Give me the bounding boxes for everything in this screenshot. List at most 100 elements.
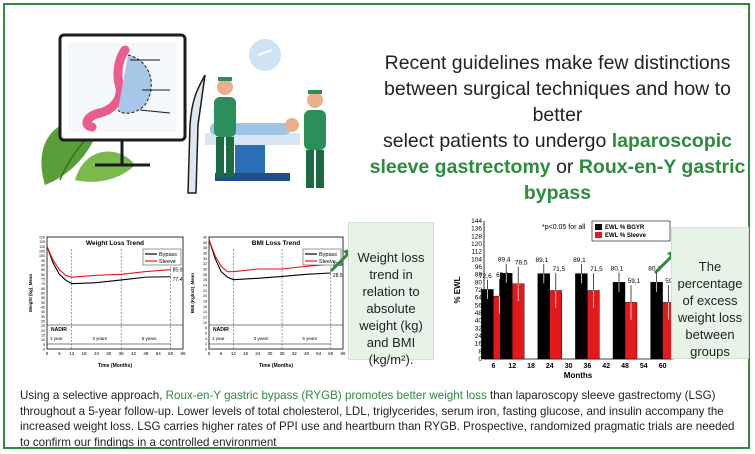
y-tick-label: 70 bbox=[41, 282, 45, 286]
headline-sleeve: laparoscopic sleeve gastrectomy bbox=[369, 130, 733, 178]
x-tick-label: 42 bbox=[131, 351, 137, 356]
bar-value-label: 89,1 bbox=[573, 257, 586, 264]
y-tick-label: 20 bbox=[41, 329, 45, 333]
y-tick-label: 12 bbox=[203, 316, 207, 320]
y-tick-label: 14 bbox=[203, 310, 207, 314]
x-tick-label: 60 bbox=[659, 363, 667, 370]
y-tick-label: 40 bbox=[475, 318, 483, 325]
y-tick-label: 144 bbox=[471, 218, 482, 225]
surgery-illustration bbox=[41, 33, 326, 194]
y-tick-label: 85 bbox=[41, 268, 45, 272]
series-line-bypass bbox=[208, 239, 331, 281]
x-tick-label: 48 bbox=[621, 363, 629, 370]
bar-value-label: 59,1 bbox=[665, 278, 674, 285]
y-tick-label: 15 bbox=[41, 334, 45, 338]
period-label: 5 years bbox=[142, 336, 158, 341]
bar-value-label: 89,1 bbox=[535, 257, 548, 264]
y-tick-label: 112 bbox=[472, 249, 483, 256]
x-tick-label: 48 bbox=[304, 351, 310, 356]
x-tick-label: 24 bbox=[255, 351, 261, 356]
y-tick-label: 35 bbox=[41, 315, 45, 319]
y-tick-label: 25 bbox=[41, 324, 45, 328]
bar-bgyr bbox=[500, 273, 513, 360]
period-label: 3 years bbox=[254, 336, 270, 341]
surgeon-icon bbox=[214, 77, 236, 177]
x-tick-label: 60 bbox=[168, 351, 174, 356]
y-tick-label: 20 bbox=[203, 294, 207, 298]
y-tick-label: 5 bbox=[43, 343, 45, 347]
y-tick-label: 24 bbox=[475, 333, 483, 340]
significance-note: *p<0.05 for all bbox=[542, 224, 586, 231]
series-line-sleeve bbox=[46, 246, 171, 278]
bar-value-label: 71,5 bbox=[552, 266, 565, 273]
y-tick-label: 42 bbox=[203, 236, 207, 240]
end-label-bypass: 77.4 bbox=[173, 277, 183, 283]
scalpel-icon bbox=[187, 74, 206, 194]
y-tick-label: 34 bbox=[203, 257, 207, 261]
y-tick-label: 2 bbox=[205, 342, 207, 346]
y-tick-label: 4 bbox=[205, 337, 207, 341]
bmi-loss-chart: BMI Loss Trend 0 2 4 6 8 10 12 14 16 18 20 22 24 26 28 3… bbox=[189, 219, 349, 373]
summary-highlight: Roux-en-Y gastric bypass (RYGB) promotes… bbox=[165, 389, 487, 402]
y-tick-label: 6 bbox=[205, 332, 207, 336]
headline-line-3: select patients to undergo bbox=[382, 130, 612, 152]
x-tick-label: 66 bbox=[340, 351, 346, 356]
y-tick-label: 105 bbox=[39, 250, 45, 254]
x-tick-label: 42 bbox=[602, 363, 610, 370]
x-tick-label: 66 bbox=[180, 351, 186, 356]
chart-title: Weight Loss Trend bbox=[86, 240, 144, 247]
period-label: 5 years bbox=[302, 336, 318, 341]
headline-line-2: between surgical techniques and how to b… bbox=[384, 78, 731, 126]
y-tick-label: 120 bbox=[471, 241, 482, 248]
headline-line-1: Recent guidelines make few distinctions bbox=[384, 52, 731, 74]
x-tick-label: 12 bbox=[69, 351, 75, 356]
y-tick-label: 10 bbox=[203, 321, 207, 325]
y-tick-label: 64 bbox=[475, 295, 483, 302]
bar-bgyr bbox=[612, 282, 626, 360]
headline-or: or bbox=[550, 156, 579, 178]
bar-value-label: 71,5 bbox=[590, 266, 603, 273]
bar-value-label: 59,1 bbox=[628, 278, 641, 285]
y-tick-label: 48 bbox=[475, 310, 483, 317]
legend-box bbox=[591, 220, 671, 242]
x-axis-label: Time (Months) bbox=[259, 363, 293, 369]
bar-value-label: 72,6 bbox=[479, 273, 492, 280]
y-tick-label: 75 bbox=[41, 278, 45, 282]
y-axis-label: Weight (kg)_Mean bbox=[28, 274, 33, 313]
y-tick-label: 24 bbox=[203, 284, 207, 288]
y-tick-label: 65 bbox=[41, 287, 45, 291]
weight-loss-chart: Weight Loss Trend 0 5 10 15 20 25 30 35 40 45 50 55 6… bbox=[27, 219, 189, 373]
headline: Recent guidelines make few distinctions … bbox=[365, 50, 750, 206]
y-tick-label: 30 bbox=[41, 320, 45, 324]
x-tick-label: 36 bbox=[119, 351, 125, 356]
end-label-bypass: 28.5 bbox=[333, 273, 343, 279]
x-tick-label: 24 bbox=[546, 363, 554, 370]
x-tick-label: 30 bbox=[267, 351, 273, 356]
x-tick-label: 60 bbox=[328, 351, 334, 356]
summary-text: Using a selective approach, Roux-en-Y ga… bbox=[20, 388, 745, 450]
nadir-label: NADIR bbox=[51, 327, 67, 333]
y-tick-label: 40 bbox=[41, 310, 45, 314]
bar-value-label: 80,1 bbox=[648, 266, 661, 273]
y-tick-label: 80 bbox=[41, 273, 45, 277]
y-tick-label: 40 bbox=[203, 241, 207, 245]
y-tick-label: 128 bbox=[471, 233, 482, 240]
y-tick-label: 8 bbox=[478, 348, 482, 355]
legend-swatch bbox=[595, 232, 602, 238]
x-axis-label: Months bbox=[564, 371, 593, 380]
x-tick-label: 54 bbox=[316, 351, 322, 356]
y-tick-label: 60 bbox=[41, 292, 45, 296]
y-tick-label: 22 bbox=[203, 289, 207, 293]
surgical-lamp-icon bbox=[249, 39, 281, 71]
period-label: 1 year bbox=[212, 336, 225, 341]
y-tick-label: 32 bbox=[475, 325, 483, 332]
ewl-note: The percentage of excess weight loss bet… bbox=[671, 227, 749, 359]
y-tick-label: 16 bbox=[203, 305, 207, 309]
x-tick-label: 24 bbox=[94, 351, 100, 356]
legend-label: Bypass bbox=[319, 252, 337, 258]
y-tick-label: 0 bbox=[478, 356, 482, 363]
series-line-bypass bbox=[46, 246, 171, 285]
x-tick-label: 54 bbox=[640, 363, 648, 370]
y-tick-label: 45 bbox=[41, 306, 45, 310]
bar-bgyr bbox=[481, 289, 494, 360]
